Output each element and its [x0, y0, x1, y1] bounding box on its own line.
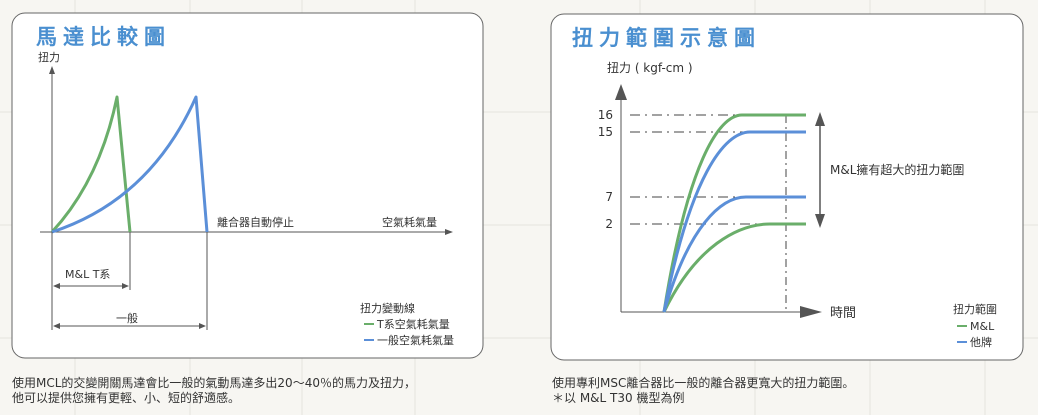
dimension-lines [51, 232, 208, 330]
caption-right-line1: 使用專利MSC離合器比一般的離合器更寬大的扭力範圍。 [552, 375, 854, 390]
legend-item-general: 一般空氣耗氣量 [377, 333, 454, 347]
series-lines [662, 113, 806, 313]
dimension-label-general: 一般 [116, 312, 138, 325]
legend-title: 扭力範圍 [953, 302, 997, 316]
motor-comparison-chart: 馬達比較圖 扭力 空氣耗氣量 離合器自動停止 M&L T系 一般 扭力變動線 T… [11, 12, 484, 359]
series-line-ml-16 [662, 113, 806, 313]
annotation-clutch-stop: 離合器自動停止 [217, 215, 294, 229]
range-annotation: M&L擁有超大的扭力範圍 [830, 162, 964, 177]
legend-item-ml: M&L [970, 320, 995, 333]
legend-item-other: 他牌 [970, 335, 992, 349]
y-tick-label: 15 [598, 125, 613, 139]
series-line-general [51, 95, 209, 234]
series-line-ml-2 [662, 222, 806, 313]
caption-right-line2: ＊以 M&L T30 機型為例 [552, 390, 684, 405]
x-axis-label: 時間 [830, 306, 856, 321]
caption-left-line1: 使用MCL的交變開關馬達會比一般的氣動馬達多出20～40％的馬力及扭力， [12, 375, 416, 390]
chart-title: 馬達比較圖 [36, 25, 171, 49]
y-tick-label: 16 [598, 108, 613, 122]
legend-title: 扭力變動線 [360, 301, 415, 315]
y-axis-label: 扭力 [38, 50, 60, 64]
torque-range-chart: 扭力範圍示意圖 扭力 ( kgf-cm ) 時間 16 15 7 2 M&L擁有超大的… [550, 13, 1024, 361]
y-tick-label: 2 [605, 217, 613, 231]
series-line-other-15 [662, 130, 806, 313]
dimension-label-ml-t: M&L T系 [65, 268, 110, 281]
legend: 扭力範圍 M&L 他牌 [953, 302, 997, 349]
y-tick-label: 7 [605, 190, 613, 204]
legend-item-t: T系空氣耗氣量 [376, 317, 450, 331]
chart-title: 扭力範圍示意圖 [572, 26, 761, 50]
caption-left-line2: 他可以提供您擁有更輕、小、短的舒適感。 [12, 390, 240, 405]
legend: 扭力變動線 T系空氣耗氣量 一般空氣耗氣量 [360, 301, 454, 347]
series-line-other-7 [662, 195, 806, 313]
y-ticks: 16 15 7 2 [598, 108, 786, 231]
series-line-t [50, 95, 132, 234]
x-axis-label: 空氣耗氣量 [382, 215, 437, 229]
y-axis-label: 扭力 ( kgf-cm ) [607, 61, 693, 75]
